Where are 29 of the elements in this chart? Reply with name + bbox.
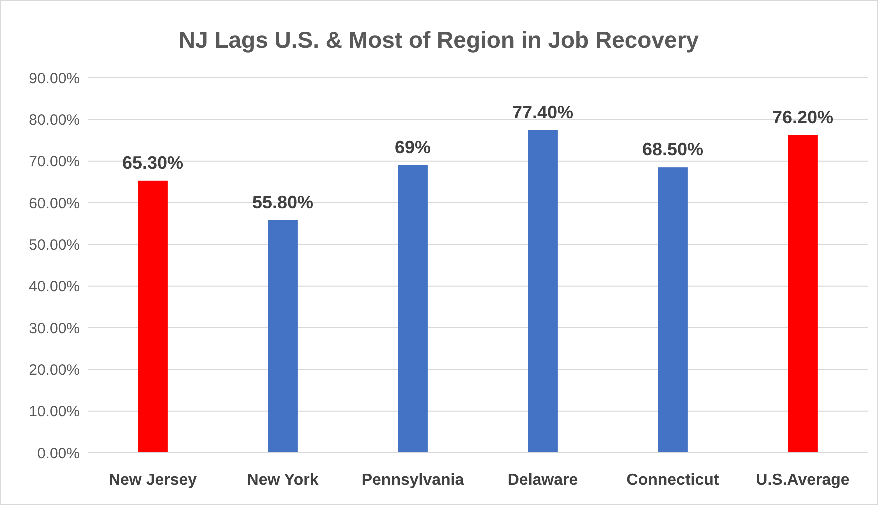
y-tick-label: 50.00% — [29, 236, 80, 254]
data-label: 69% — [394, 138, 432, 158]
chart-title: NJ Lags U.S. & Most of Region in Job Recovery — [178, 27, 700, 53]
x-tick-label: U.S.Average — [756, 472, 850, 489]
bar — [398, 166, 428, 453]
y-tick-label: 60.00% — [29, 195, 80, 212]
bar — [268, 220, 298, 453]
x-tick-label: Connecticut — [626, 472, 720, 489]
bar — [658, 168, 688, 453]
y-tick-label: 30.00% — [29, 320, 80, 338]
data-label: 55.80% — [252, 192, 314, 212]
x-tick-label: Pennsylvania — [362, 472, 464, 489]
bar — [528, 130, 558, 453]
y-tick-label: 10.00% — [29, 404, 80, 421]
y-tick-label: 70.00% — [29, 154, 80, 171]
data-label: 65.30% — [122, 152, 184, 173]
y-tick-label: 90.00% — [29, 70, 80, 88]
data-label: 68.50% — [642, 140, 704, 160]
y-tick-label: 40.00% — [29, 278, 80, 296]
bar — [788, 136, 818, 453]
x-tick-label: Delaware — [508, 472, 578, 489]
x-tick-label: New Jersey — [108, 472, 198, 489]
bar — [138, 180, 168, 453]
x-tick-label: New York — [247, 472, 319, 489]
data-label: 76.20% — [772, 108, 834, 128]
y-tick-label: 80.00% — [29, 112, 80, 129]
data-label: 77.40% — [512, 102, 574, 122]
y-tick-label: 20.00% — [29, 362, 80, 379]
y-tick-label: 0.00% — [37, 445, 80, 462]
